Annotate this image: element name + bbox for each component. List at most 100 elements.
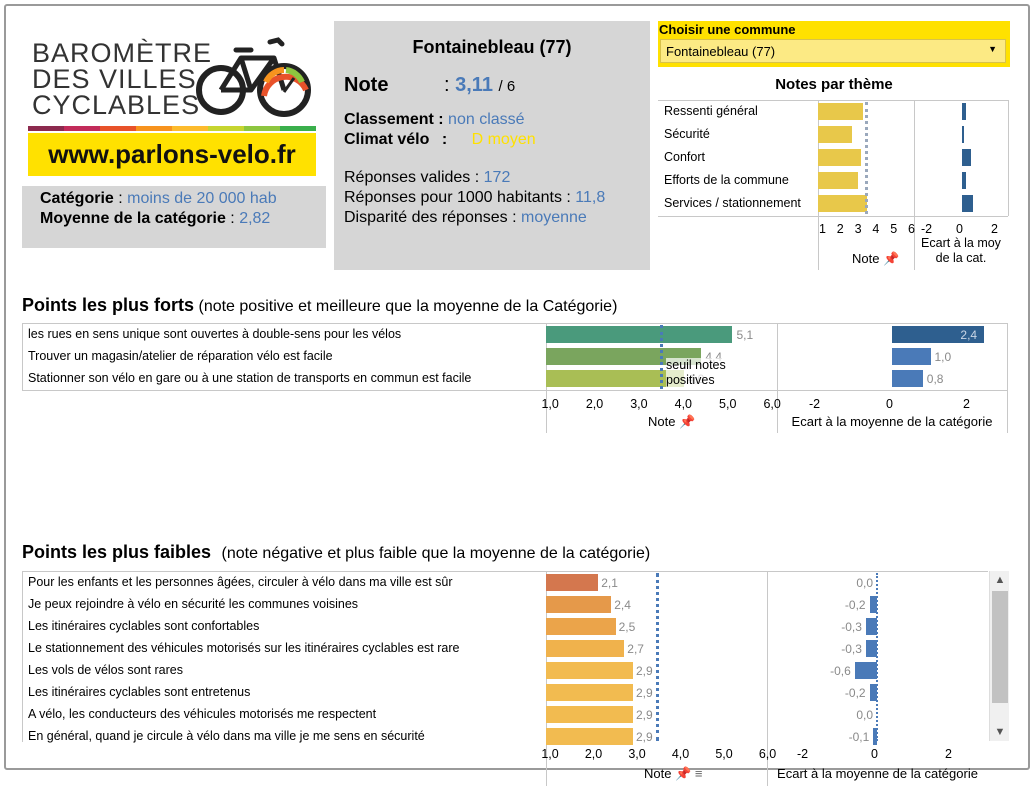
strong-note-bar xyxy=(546,326,733,343)
logo-line-2: DES VILLES xyxy=(32,64,197,94)
theme-label: Ressenti général xyxy=(664,104,758,118)
strong-note-axis-label: Note xyxy=(648,414,676,429)
weak-ecart-value: -0,3 xyxy=(841,642,862,656)
theme-note-bar xyxy=(818,195,867,212)
weak-row-label: Pour les enfants et les personnes âgées,… xyxy=(28,575,453,589)
weak-ecart-value: -0,6 xyxy=(830,664,851,678)
themes-note-tick: 3 xyxy=(854,222,862,236)
weak-note-tick: 3,0 xyxy=(628,747,646,761)
scroll-thumb[interactable] xyxy=(992,591,1008,703)
weak-note-bar xyxy=(546,618,616,635)
category-label: Catégorie xyxy=(40,190,114,207)
themes-chart: Ressenti général Sécurité Confort Efforts d… xyxy=(658,100,1010,272)
category-average-value: 2,82 xyxy=(239,210,271,227)
logo-line-3: CYCLABLES xyxy=(32,90,201,120)
weak-note-bar xyxy=(546,574,599,591)
strong-ecart-value: 1,0 xyxy=(934,350,952,364)
strong-note-tick: 4,0 xyxy=(674,397,693,411)
commune-select[interactable]: Fontainebleau (77) ▼ xyxy=(660,39,1006,63)
weak-row-label: Les vols de vélos sont rares xyxy=(28,663,183,677)
logo: BAROMÈTRE DES VILLES CYCLABLES www.parlo… xyxy=(28,30,316,176)
weak-row-label: Les itinéraires cyclables sont entretenu… xyxy=(28,685,251,699)
weak-note-tick: 2,0 xyxy=(584,747,603,761)
weak-zero-line xyxy=(876,573,878,741)
strong-chart: les rues en sens unique sont ouvertes à … xyxy=(22,323,1008,435)
strong-title: Points les plus forts xyxy=(22,295,195,315)
theme-label: Efforts de la commune xyxy=(664,173,789,187)
rank-value: non classé xyxy=(448,111,525,128)
weak-note-axis-label: Note xyxy=(644,766,672,781)
pin-icon[interactable]: 📌 xyxy=(675,766,692,781)
climate-label: Climat vélo xyxy=(344,131,430,148)
theme-ecart-bar xyxy=(962,172,966,189)
logo-url: www.parlons-velo.fr xyxy=(48,139,296,169)
theme-category-average-line xyxy=(865,102,868,214)
category-average-label: Moyenne de la catégorie xyxy=(40,210,226,227)
weak-title: Points les plus faibles xyxy=(22,542,212,562)
weak-note-bar xyxy=(546,640,625,657)
strong-subtitle: (note positive et meilleure que la moyen… xyxy=(198,298,618,315)
theme-note-bar xyxy=(818,103,863,120)
weak-note-bar xyxy=(546,728,633,745)
weak-note-tick: 6,0 xyxy=(758,747,777,761)
theme-ecart-bar xyxy=(962,126,964,143)
themes-note-tick: 1 xyxy=(819,222,826,236)
weak-subtitle: (note négative et plus faible que la moy… xyxy=(221,545,651,562)
weak-ecart-tick: 0 xyxy=(871,747,878,761)
strong-ecart-value: 2,4 xyxy=(960,328,978,342)
weak-note-tick: 4,0 xyxy=(671,747,690,761)
responses-label: Réponses valides : xyxy=(344,169,480,186)
category-value: moins de 20 000 hab xyxy=(127,190,277,207)
strong-note-tick: 2,0 xyxy=(585,397,604,411)
strong-note-tick: 1,0 xyxy=(541,397,559,411)
note-value: 3,11 xyxy=(455,74,493,96)
strong-note-value: 5,1 xyxy=(736,328,754,342)
rank-label: Classement : xyxy=(344,111,444,128)
chevron-down-icon[interactable]: ▼ xyxy=(988,44,997,54)
weak-ecart-bar xyxy=(865,640,877,657)
note-label: Note xyxy=(344,74,389,96)
commune-filter-label: Choisir une commune xyxy=(659,22,796,37)
scroll-up-arrow-icon[interactable]: ▲ xyxy=(994,574,1006,586)
themes-note-tick: 4 xyxy=(872,222,880,236)
weak-row-label: Les itinéraires cyclables sont confortab… xyxy=(28,619,260,633)
theme-label: Sécurité xyxy=(664,127,710,141)
per-1000-label: Réponses pour 1000 habitants : xyxy=(344,189,571,206)
themes-note-tick: 2 xyxy=(836,222,844,236)
themes-note-tick: 5 xyxy=(890,222,898,236)
weak-row-label: Le stationnement des véhicules motorisés… xyxy=(28,641,460,655)
sort-icon[interactable]: ≡ xyxy=(694,766,703,781)
logo-color-stripe xyxy=(28,126,316,131)
weak-note-value: 2,1 xyxy=(601,576,618,590)
pin-icon[interactable]: 📌 xyxy=(679,414,696,429)
weak-row-label: A vélo, les conducteurs des véhicules mo… xyxy=(28,707,377,721)
pin-icon[interactable]: 📌 xyxy=(883,251,900,266)
weak-chart: Pour les enfants et les personnes âgées,… xyxy=(22,571,988,786)
logo-url-banner: www.parlons-velo.fr xyxy=(28,133,316,176)
strong-note-tick: 5,0 xyxy=(719,397,737,411)
weak-ecart-value: 0,0 xyxy=(856,708,873,722)
weak-note-value: 2,4 xyxy=(614,598,631,612)
strong-ecart-tick: 2 xyxy=(963,397,970,411)
summary-box: Fontainebleau (77) Note : 3,11 / 6 Class… xyxy=(334,21,650,270)
theme-label: Services / stationnement xyxy=(664,196,801,210)
commune-filter: Choisir une commune Fontainebleau (77) ▼ xyxy=(658,21,1010,67)
weak-scrollbar[interactable]: ▲ ▼ xyxy=(989,571,1009,741)
weak-ecart-value: -0,1 xyxy=(848,730,870,744)
strong-note-tick: 3,0 xyxy=(630,397,648,411)
strong-ecart-bar xyxy=(892,348,931,365)
positive-threshold-line xyxy=(660,325,663,389)
weak-note-value: 2,9 xyxy=(636,730,653,744)
weak-row-label: En général, quand je circule à vélo dans… xyxy=(28,729,425,743)
scroll-down-arrow-icon[interactable]: ▼ xyxy=(994,726,1006,738)
weak-ecart-tick: 2 xyxy=(945,747,952,761)
weak-ecart-bar xyxy=(869,684,877,701)
weak-note-value: 2,9 xyxy=(636,664,653,678)
weak-threshold-line xyxy=(656,573,659,741)
themes-note-axis-label: Note xyxy=(852,251,880,266)
weak-ecart-value: -0,2 xyxy=(844,598,866,612)
weak-note-tick: 5,0 xyxy=(715,747,733,761)
weak-ecart-value: -0,3 xyxy=(841,620,862,634)
weak-ecart-bar xyxy=(854,662,877,679)
threshold-label-1: seuil notes xyxy=(666,358,726,372)
